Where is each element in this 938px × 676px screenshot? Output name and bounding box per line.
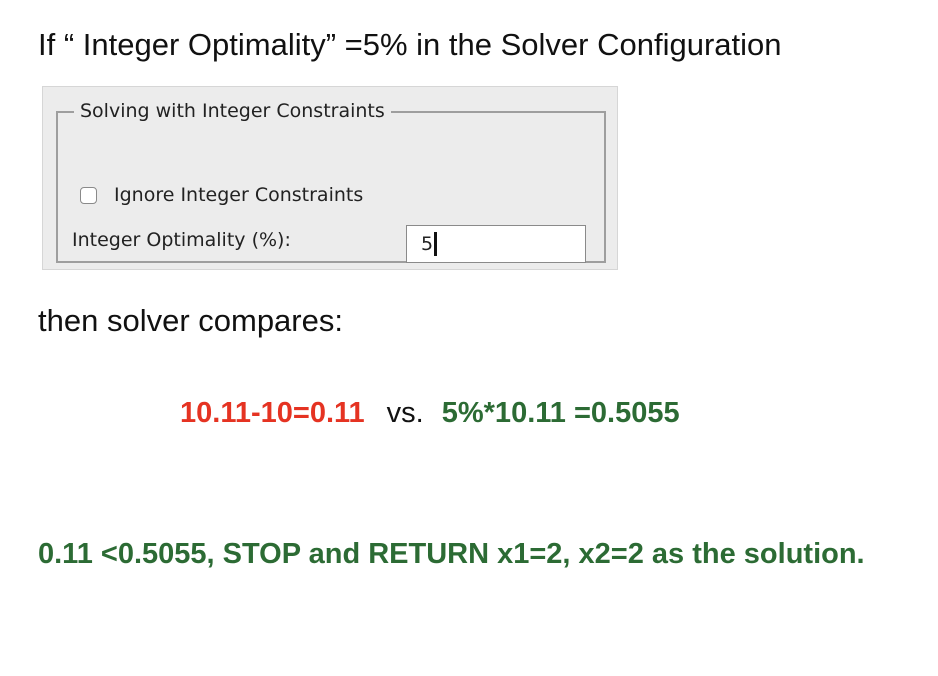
ignore-integer-constraints-row[interactable]: Ignore Integer Constraints [80, 183, 363, 207]
group-title: Solving with Integer Constraints [74, 97, 391, 125]
ignore-integer-constraints-checkbox[interactable] [80, 186, 97, 204]
solver-config-panel: Solving with Integer Constraints Ignore … [42, 86, 618, 270]
integer-optimality-value: 5 [421, 233, 434, 255]
integer-constraints-group: Solving with Integer Constraints Ignore … [56, 97, 606, 263]
comparison-right: 5%*10.11 =0.5055 [441, 397, 680, 429]
text-caret [434, 232, 438, 256]
integer-optimality-label: Integer Optimality (%): [72, 229, 291, 251]
conclusion-text: 0.11 <0.5055, STOP and RETURN x1=2, x2=2… [38, 538, 865, 570]
integer-optimality-input[interactable]: 5 [406, 225, 586, 263]
comparison-line: 10.11-10=0.11 vs. 5%*10.11 =0.5055 [180, 393, 680, 433]
comparison-vs: vs. [386, 397, 424, 429]
intro-text: then solver compares: [38, 303, 343, 338]
checkbox-label: Ignore Integer Constraints [114, 184, 364, 206]
headline: If “ Integer Optimality” =5% in the Solv… [38, 27, 782, 62]
comparison-left: 10.11-10=0.11 [180, 397, 365, 429]
